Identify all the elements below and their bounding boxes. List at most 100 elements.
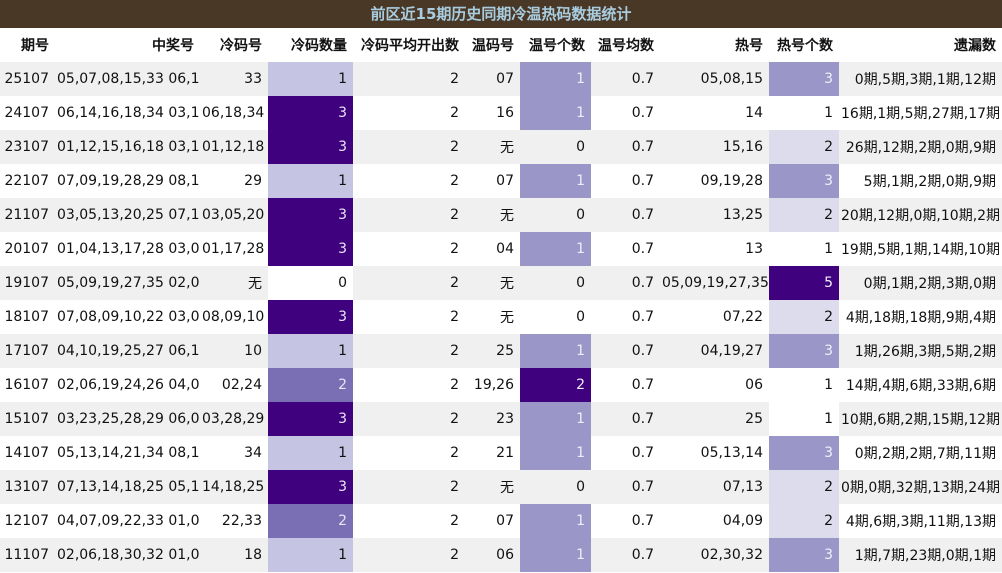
table-row: 25107 05,07,08,15,33 06,10 33 1 2 07 1 0.7 05,08… [0, 62, 1002, 96]
cold-count-cell: 3 [268, 96, 353, 130]
warm-average-cell: 0.7 [591, 368, 660, 402]
header-cold-numbers: 冷码号 [200, 28, 268, 62]
hot-numbers-cell: 09,19,28 [660, 164, 769, 198]
hot-numbers-cell: 06 [660, 368, 769, 402]
hot-numbers-cell: 25 [660, 402, 769, 436]
cold-average-cell: 2 [353, 538, 465, 572]
hot-count-cell: 2 [769, 470, 839, 504]
cold-average-cell: 2 [353, 504, 465, 538]
warm-numbers-cell: 07 [465, 164, 520, 198]
winning-numbers-cell: 03,05,13,20,25 07,11 [55, 198, 200, 232]
winning-numbers-cell: 05,09,19,27,35 02,03 [55, 266, 200, 300]
table-row: 16107 02,06,19,24,26 04,06 02,24 2 2 19,26 2 0.… [0, 368, 1002, 402]
cold-count-cell: 3 [268, 130, 353, 164]
hot-count-cell: 1 [769, 402, 839, 436]
winning-numbers-cell: 07,13,14,18,25 05,12 [55, 470, 200, 504]
hot-count-cell: 1 [769, 96, 839, 130]
header-winning-numbers: 中奖号 [55, 28, 200, 62]
cold-average-cell: 2 [353, 436, 465, 470]
cold-average-cell: 2 [353, 334, 465, 368]
cold-numbers-cell: 22,33 [200, 504, 268, 538]
warm-count-cell: 1 [520, 62, 591, 96]
warm-count-cell: 1 [520, 504, 591, 538]
hot-count-cell: 3 [769, 436, 839, 470]
warm-average-cell: 0.7 [591, 198, 660, 232]
cold-numbers-cell: 01,12,18 [200, 130, 268, 164]
hot-numbers-cell: 07,22 [660, 300, 769, 334]
cold-numbers-cell: 03,28,29 [200, 402, 268, 436]
cold-average-cell: 2 [353, 368, 465, 402]
table-row: 15107 03,23,25,28,29 06,07 03,28,29 3 2 23 1 0.… [0, 402, 1002, 436]
table-row: 14107 05,13,14,21,34 08,10 34 1 2 21 1 0.7 05,13… [0, 436, 1002, 470]
omission-cell: 4期,18期,18期,9期,4期 [839, 300, 1002, 334]
warm-count-cell: 1 [520, 538, 591, 572]
cold-numbers-cell: 34 [200, 436, 268, 470]
winning-numbers-cell: 04,07,09,22,33 01,03 [55, 504, 200, 538]
winning-numbers-cell: 03,23,25,28,29 06,07 [55, 402, 200, 436]
cold-numbers-cell: 01,17,28 [200, 232, 268, 266]
hot-count-cell: 2 [769, 198, 839, 232]
issue-cell: 22107 [0, 164, 55, 198]
winning-numbers-cell: 07,08,09,10,22 03,04 [55, 300, 200, 334]
warm-average-cell: 0.7 [591, 164, 660, 198]
header-hot-count: 热号个数 [769, 28, 839, 62]
cold-average-cell: 2 [353, 232, 465, 266]
hot-count-cell: 1 [769, 232, 839, 266]
warm-numbers-cell: 无 [465, 266, 520, 300]
warm-average-cell: 0.7 [591, 402, 660, 436]
warm-numbers-cell: 23 [465, 402, 520, 436]
header-warm-count: 温号个数 [520, 28, 591, 62]
table-row: 20107 01,04,13,17,28 03,07 01,17,28 3 2 04 1 0.… [0, 232, 1002, 266]
issue-cell: 16107 [0, 368, 55, 402]
hot-count-cell: 3 [769, 62, 839, 96]
omission-cell: 0期,1期,2期,3期,0期 [839, 266, 1002, 300]
table-row: 11107 02,06,18,30,32 01,08 18 1 2 06 1 0.7 02,30… [0, 538, 1002, 572]
cold-average-cell: 2 [353, 470, 465, 504]
header-warm-numbers: 温码号 [465, 28, 520, 62]
warm-numbers-cell: 19,26 [465, 368, 520, 402]
warm-count-cell: 2 [520, 368, 591, 402]
winning-numbers-cell: 02,06,19,24,26 04,06 [55, 368, 200, 402]
table-row: 24107 06,14,16,18,34 03,10 06,18,34 3 2 16 1 0.… [0, 96, 1002, 130]
cold-count-cell: 1 [268, 62, 353, 96]
issue-cell: 19107 [0, 266, 55, 300]
issue-cell: 25107 [0, 62, 55, 96]
cold-count-cell: 3 [268, 402, 353, 436]
hot-count-cell: 2 [769, 300, 839, 334]
omission-cell: 16期,1期,5期,27期,17期 [839, 96, 1002, 130]
omission-cell: 0期,2期,2期,7期,11期 [839, 436, 1002, 470]
table-title: 前区近15期历史同期冷温热码数据统计 [0, 0, 1002, 28]
cold-count-cell: 3 [268, 300, 353, 334]
cold-average-cell: 2 [353, 266, 465, 300]
cold-average-cell: 2 [353, 164, 465, 198]
hot-numbers-cell: 14 [660, 96, 769, 130]
table-row: 18107 07,08,09,10,22 03,04 08,09,10 3 2 无 0 0.7… [0, 300, 1002, 334]
winning-numbers-cell: 05,07,08,15,33 06,10 [55, 62, 200, 96]
warm-numbers-cell: 21 [465, 436, 520, 470]
winning-numbers-cell: 01,12,15,16,18 03,10 [55, 130, 200, 164]
omission-cell: 14期,4期,6期,33期,6期 [839, 368, 1002, 402]
omission-cell: 5期,1期,2期,0期,9期 [839, 164, 1002, 198]
hot-numbers-cell: 04,19,27 [660, 334, 769, 368]
winning-numbers-cell: 07,09,19,28,29 08,10 [55, 164, 200, 198]
warm-average-cell: 0.7 [591, 334, 660, 368]
cold-count-cell: 1 [268, 164, 353, 198]
cold-average-cell: 2 [353, 198, 465, 232]
cold-count-cell: 1 [268, 538, 353, 572]
warm-count-cell: 0 [520, 198, 591, 232]
winning-numbers-cell: 04,10,19,25,27 06,12 [55, 334, 200, 368]
warm-numbers-cell: 无 [465, 130, 520, 164]
warm-average-cell: 0.7 [591, 470, 660, 504]
warm-numbers-cell: 07 [465, 504, 520, 538]
header-issue: 期号 [0, 28, 55, 62]
hot-numbers-cell: 05,09,19,27,35 [660, 266, 769, 300]
table-row: 21107 03,05,13,20,25 07,11 03,05,20 3 2 无 0 0.7… [0, 198, 1002, 232]
stats-table: 期号 中奖号 冷码号 冷码数量 冷码平均开出数 温码号 温号个数 温号均数 热号… [0, 28, 1002, 572]
warm-count-cell: 0 [520, 130, 591, 164]
cold-numbers-cell: 08,09,10 [200, 300, 268, 334]
cold-numbers-cell: 无 [200, 266, 268, 300]
issue-cell: 15107 [0, 402, 55, 436]
hot-numbers-cell: 05,13,14 [660, 436, 769, 470]
cold-numbers-cell: 29 [200, 164, 268, 198]
winning-numbers-cell: 02,06,18,30,32 01,08 [55, 538, 200, 572]
